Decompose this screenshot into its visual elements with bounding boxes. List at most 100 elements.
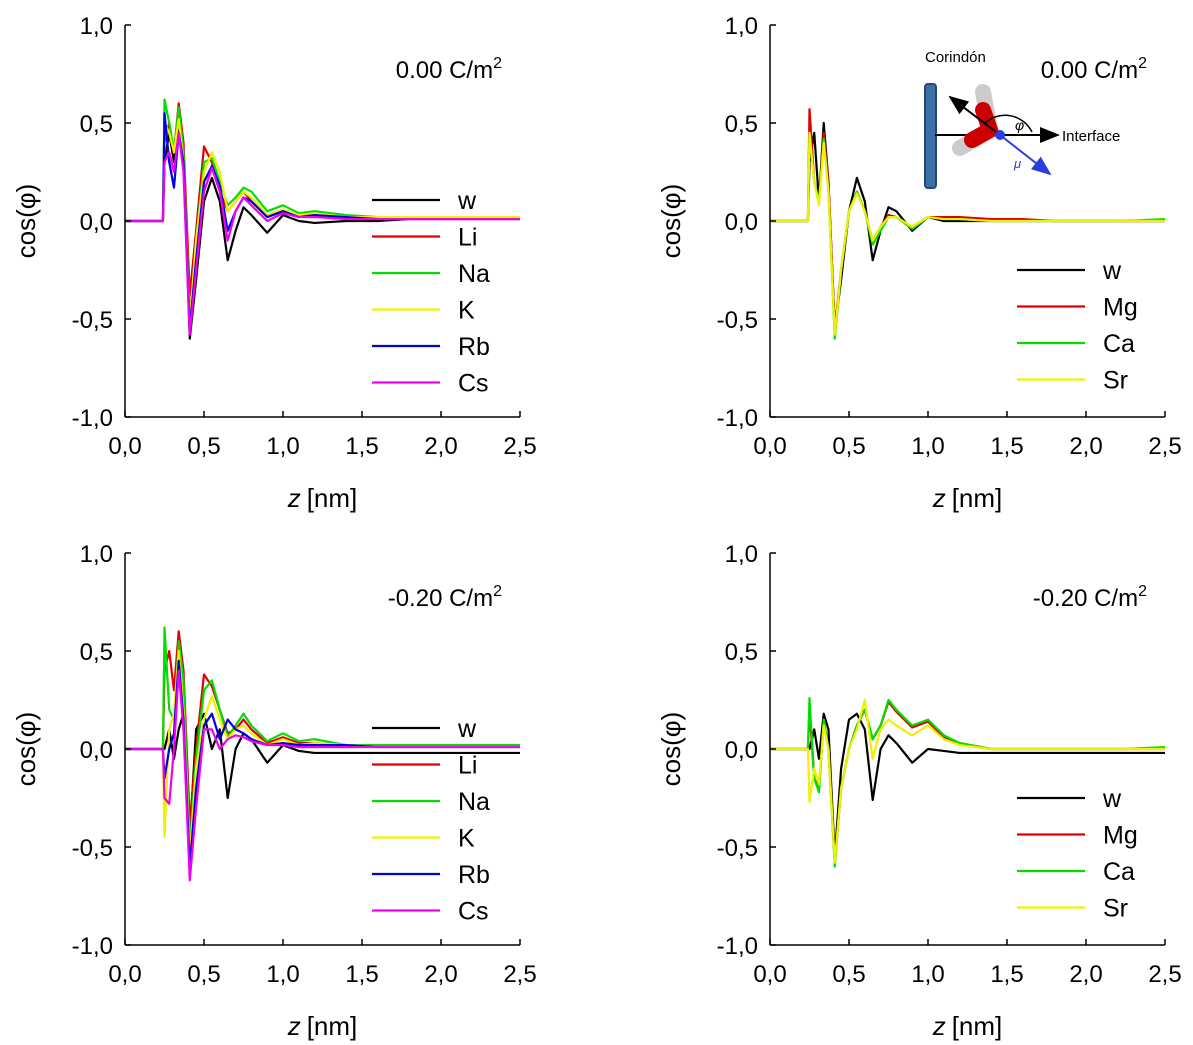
annotation-sup: 2 bbox=[493, 55, 502, 72]
legend-label: Cs bbox=[458, 898, 489, 926]
x-tick-label: 1,0 bbox=[266, 433, 299, 460]
wall bbox=[924, 83, 937, 189]
legend-label: Na bbox=[458, 260, 490, 288]
y-tick-label: 0,5 bbox=[725, 639, 758, 666]
y-tick-label: -0,5 bbox=[717, 835, 758, 862]
annotation-text: 0.00 C/m bbox=[396, 57, 493, 84]
x-axis-variable: z bbox=[287, 1011, 301, 1041]
y-axis-label: cos(φ) bbox=[11, 184, 41, 259]
x-tick-label: 1,5 bbox=[345, 433, 378, 460]
series-line bbox=[125, 669, 520, 882]
legend-label: w bbox=[457, 187, 477, 215]
legend-label: K bbox=[458, 825, 475, 853]
annotation: -0.20 C/m2 bbox=[388, 583, 502, 612]
annotation: 0.00 C/m2 bbox=[396, 55, 502, 84]
interface-label: Interface bbox=[1062, 128, 1120, 145]
dipole-label: μ bbox=[1013, 156, 1021, 171]
legend-label: Cs bbox=[458, 370, 489, 398]
x-axis-unit: [nm] bbox=[307, 1011, 358, 1041]
series-line bbox=[770, 712, 1165, 858]
y-tick-label: -1,0 bbox=[72, 405, 113, 432]
y-tick-label: 0,5 bbox=[80, 639, 113, 666]
x-tick-label: 2,5 bbox=[503, 433, 536, 460]
y-tick-label: 0,0 bbox=[80, 737, 113, 764]
x-axis-unit: [nm] bbox=[952, 1011, 1003, 1041]
x-tick-label: 1,5 bbox=[345, 961, 378, 988]
y-tick-label: 0,0 bbox=[725, 209, 758, 236]
x-tick-label: 1,0 bbox=[911, 433, 944, 460]
annotation: 0.00 C/m2 bbox=[1041, 55, 1147, 84]
y-tick-label: 0,0 bbox=[725, 737, 758, 764]
series-line bbox=[125, 712, 520, 839]
y-tick-label: -1,0 bbox=[72, 933, 113, 960]
x-tick-label: 2,0 bbox=[424, 961, 457, 988]
y-tick-label: -1,0 bbox=[717, 933, 758, 960]
y-tick-label: 0,5 bbox=[725, 111, 758, 138]
x-tick-label: 0,0 bbox=[108, 961, 141, 988]
x-tick-label: 2,0 bbox=[1069, 961, 1102, 988]
x-axis-unit: [nm] bbox=[952, 483, 1003, 513]
x-tick-label: 2,5 bbox=[1148, 961, 1181, 988]
x-tick-label: 0,5 bbox=[832, 961, 865, 988]
wall-label: Corindón bbox=[925, 49, 986, 66]
x-axis-label: z [nm] bbox=[287, 483, 358, 513]
x-axis-label: z [nm] bbox=[932, 1011, 1003, 1041]
legend-label: K bbox=[458, 297, 475, 325]
x-tick-label: 2,0 bbox=[424, 433, 457, 460]
y-axis-label: cos(φ) bbox=[656, 184, 686, 259]
x-axis-variable: z bbox=[932, 1011, 946, 1041]
molecule-oxygen bbox=[964, 102, 1000, 148]
angle-arc bbox=[984, 114, 1033, 133]
legend-label: Sr bbox=[1103, 895, 1128, 923]
y-tick-label: -0,5 bbox=[72, 835, 113, 862]
series-line bbox=[770, 131, 1165, 336]
dipole-vector bbox=[999, 134, 1052, 176]
y-tick-label: 1,0 bbox=[725, 541, 758, 568]
legend-label: w bbox=[457, 715, 477, 743]
y-tick-label: -0,5 bbox=[717, 307, 758, 334]
legend-label: Rb bbox=[458, 333, 490, 361]
legend-label: Mg bbox=[1103, 294, 1138, 322]
x-tick-label: 1,0 bbox=[266, 961, 299, 988]
x-axis-variable: z bbox=[932, 483, 946, 513]
x-tick-label: 0,0 bbox=[753, 433, 786, 460]
legend-label: Ca bbox=[1103, 858, 1135, 886]
series-line bbox=[770, 698, 1165, 864]
y-tick-label: 1,0 bbox=[725, 13, 758, 40]
x-axis-variable: z bbox=[287, 483, 301, 513]
annotation-sup: 2 bbox=[1138, 583, 1147, 600]
x-tick-label: 0,0 bbox=[753, 961, 786, 988]
annotation-sup: 2 bbox=[1138, 55, 1147, 72]
legend-label: w bbox=[1102, 785, 1122, 813]
legend-label: Li bbox=[458, 752, 477, 780]
legend-label: Ca bbox=[1103, 330, 1135, 358]
legend-label: Rb bbox=[458, 861, 490, 889]
x-tick-label: 0,0 bbox=[108, 433, 141, 460]
legend-label: Na bbox=[458, 788, 490, 816]
y-tick-label: 1,0 bbox=[80, 13, 113, 40]
x-tick-label: 1,5 bbox=[990, 961, 1023, 988]
x-tick-label: 0,5 bbox=[187, 961, 220, 988]
annotation-sup: 2 bbox=[493, 583, 502, 600]
inset-diagram: Corindón Interface φ μ bbox=[924, 49, 1120, 189]
legend-label: Mg bbox=[1103, 822, 1138, 850]
annotation-text: 0.00 C/m bbox=[1041, 57, 1138, 84]
legend-label: w bbox=[1102, 257, 1122, 285]
y-tick-label: 1,0 bbox=[80, 541, 113, 568]
legend-label: Sr bbox=[1103, 367, 1128, 395]
y-tick-label: -0,5 bbox=[72, 307, 113, 334]
y-tick-label: -1,0 bbox=[717, 405, 758, 432]
series-line bbox=[125, 117, 520, 325]
x-tick-label: 2,5 bbox=[1148, 433, 1181, 460]
angle-label: φ bbox=[1015, 117, 1024, 133]
series-line bbox=[125, 131, 520, 336]
center bbox=[995, 130, 1005, 140]
annotation: -0.20 C/m2 bbox=[1033, 583, 1147, 612]
x-tick-label: 1,5 bbox=[990, 433, 1023, 460]
x-tick-label: 0,5 bbox=[187, 433, 220, 460]
x-tick-label: 2,5 bbox=[503, 961, 536, 988]
x-axis-label: z [nm] bbox=[932, 483, 1003, 513]
x-axis-label: z [nm] bbox=[287, 1011, 358, 1041]
x-tick-label: 2,0 bbox=[1069, 433, 1102, 460]
